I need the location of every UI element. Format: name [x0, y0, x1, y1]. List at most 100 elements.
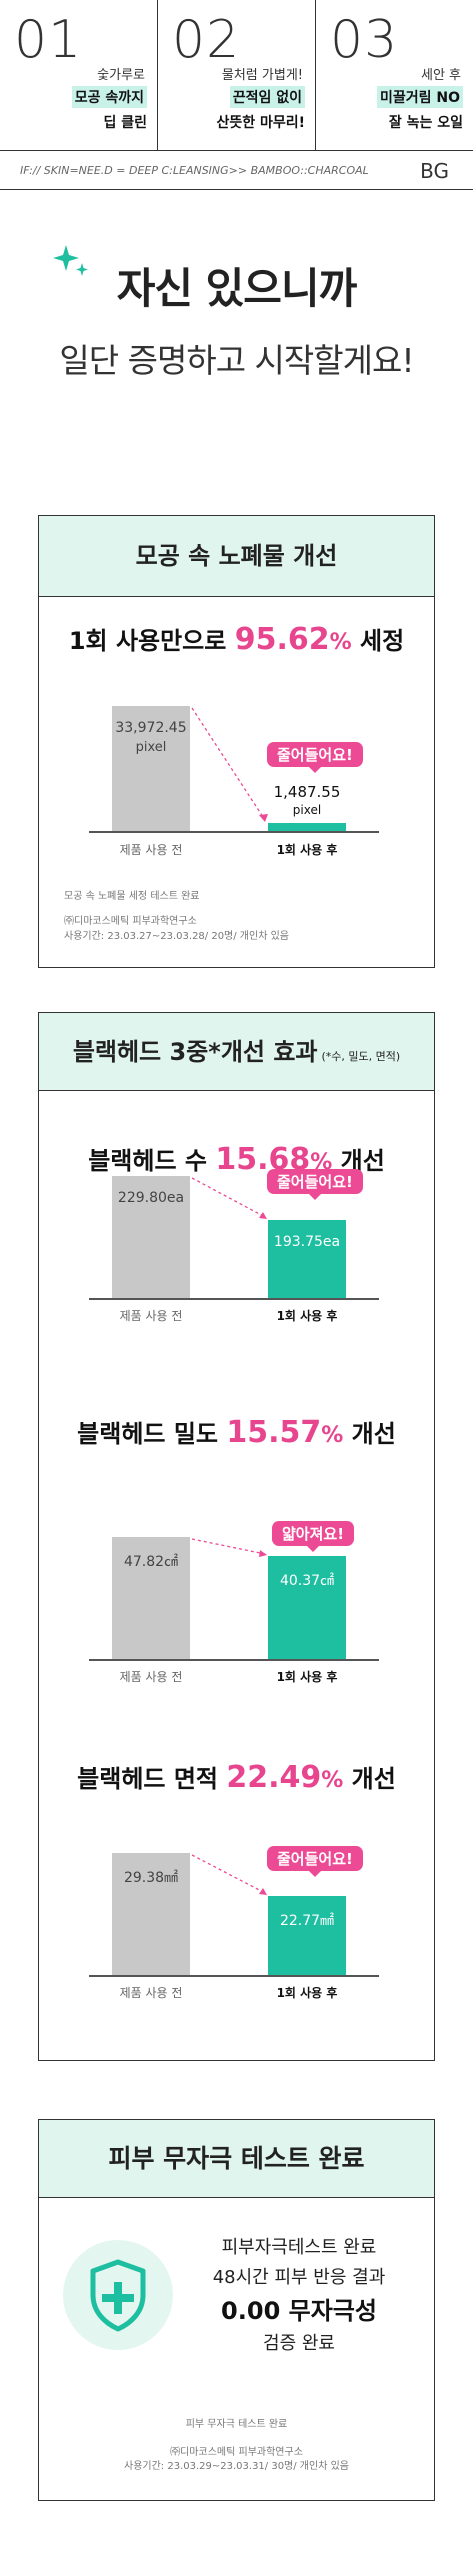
bar-before: 33,972.45 pixel [112, 706, 190, 831]
stat-headline: 1회 사용만으로 95.62% 세정 [39, 621, 434, 657]
test-note-title: 피부 무자극 테스트 완료 [185, 2419, 288, 2430]
skin-irritation-card: 피부 무자극 테스트 완료 피부자극테스트 완료 48시간 피부 반응 결과 0… [38, 2119, 435, 2501]
result-line-2: 48시간 피부 반응 결과 [212, 2267, 386, 2288]
stat-prefix: 1회 사용만으로 [68, 627, 235, 655]
feature-desc: 숯가루로 [97, 68, 145, 83]
feature-01: 01 숯가루로 모공 속까지 딥 클린 [0, 0, 158, 150]
feature-03: 03 세안 후 미끌거림 NO 잘 녹는 오일 [316, 0, 473, 150]
trend-arrow [191, 1854, 267, 1895]
label-after: 1회 사용 후 [276, 843, 338, 857]
hero-title: 자신 있으니까 [116, 264, 357, 313]
card-title: 피부 무자극 테스트 완료 [39, 2120, 434, 2198]
feature-number: 02 [172, 10, 241, 70]
sparkle-icon [53, 245, 88, 276]
feature-number: 03 [330, 10, 399, 70]
stat-percent-unit: % [329, 630, 352, 655]
bar-after-value: 1,487.55 [273, 783, 341, 801]
stat-percent-unit: % [321, 1768, 344, 1793]
formula-text: IF:// SKIN=NEE.D = DEEP C:LEANSING>> BAM… [20, 164, 369, 177]
blackhead-card: 블랙헤드 3중*개선 효과 (*수, 밀도, 면적) 블랙헤드 수 15.68% … [38, 1012, 435, 2061]
test-note-lab: ㈜디마코스메틱 피부과학연구소 [170, 2447, 303, 2458]
hero-subtitle: 일단 증명하고 시작할게요! [59, 341, 414, 380]
feature-highlight: 모공 속까지 [71, 86, 147, 108]
feature-last: 산뜻한 마무리! [216, 115, 305, 131]
card-title-note: (*수, 밀도, 면적) [321, 1050, 401, 1063]
feature-number: 01 [14, 10, 83, 70]
test-note-period: 사용기간: 23.03.27~23.03.28/ 20명/ 개인차 있음 [64, 931, 289, 942]
test-note-title: 모공 속 노폐물 세정 테스트 완료 [64, 891, 200, 902]
stat-percent: 95.62 [234, 622, 330, 657]
feature-highlight: 미끌거림 NO [376, 86, 463, 108]
feature-desc: 세안 후 [420, 68, 461, 83]
hero: 자신 있으니까 일단 증명하고 시작할게요! [0, 245, 473, 382]
stat-prefix: 블랙헤드 면적 [77, 1765, 227, 1793]
label-before: 제품 사용 전 [119, 1986, 183, 2000]
bar-before: 47.82㎠ [112, 1537, 190, 1659]
feature-footer: IF:// SKIN=NEE.D = DEEP C:LEANSING>> BAM… [0, 150, 473, 190]
brand-mark: BG [420, 158, 449, 183]
decrease-badge: 줄어들어요! [267, 1169, 363, 1200]
bar-before-unit: pixel [135, 740, 167, 755]
stat-headline: 블랙헤드 면적 22.49% 개선 [39, 1759, 434, 1795]
shield-plus-icon [90, 2259, 146, 2332]
result-line-3: 0.00 무자극성 [221, 2297, 377, 2325]
stat-percent-unit: % [321, 1423, 344, 1448]
test-note-period: 사용기간: 23.03.29~23.03.31/ 30명/ 개인차 있음 [124, 2461, 349, 2472]
feature-last: 딥 클린 [103, 115, 147, 131]
feature-02: 02 물처럼 가볍게! 끈적임 없이 산뜻한 마무리! [158, 0, 316, 150]
bar-before-value: 229.80ea [117, 1190, 185, 1206]
bar-after: 40.37㎠ [268, 1556, 346, 1659]
bar-after-unit: pixel [292, 803, 322, 817]
trend-arrow [191, 1538, 267, 1557]
feature-desc: 물처럼 가볍게! [221, 68, 303, 83]
feature-highlight: 끈적임 없이 [229, 86, 305, 108]
bar-before-value: 29.38㎟ [123, 1870, 179, 1886]
label-before: 제품 사용 전 [119, 843, 183, 857]
trend-arrow [191, 707, 268, 822]
pore-cleansing-card: 모공 속 노폐물 개선 1회 사용만으로 95.62% 세정 33,972.45… [38, 515, 435, 968]
label-after: 1회 사용 후 [276, 1986, 338, 2000]
stat-suffix: 개선 [343, 1420, 396, 1448]
decrease-badge: 얇아져요! [272, 1521, 355, 1552]
stat-suffix: 세정 [351, 627, 405, 655]
chart-baseline [89, 1975, 379, 1977]
bar-before: 29.38㎟ [112, 1853, 190, 1975]
test-notes: 피부 무자극 테스트 완료 ㈜디마코스메틱 피부과학연구소 사용기간: 23.0… [39, 2418, 434, 2474]
stat-percent: 22.49 [226, 1760, 322, 1795]
stat-prefix: 블랙헤드 밀도 [77, 1420, 227, 1448]
card-title-text: 블랙헤드 3중*개선 효과 [72, 1038, 318, 1066]
decrease-badge: 줄어들어요! [267, 1846, 363, 1877]
irritation-result: 피부자극테스트 완료 48시간 피부 반응 결과 0.00 무자극성 검증 완료 [189, 2233, 409, 2359]
result-line-4: 검증 완료 [263, 2333, 335, 2354]
bar-before-value: 47.82㎠ [123, 1554, 179, 1570]
bar-before-value: 33,972.45 [115, 720, 187, 736]
stat-headline: 블랙헤드 밀도 15.57% 개선 [39, 1414, 434, 1450]
bar-after: 22.77㎟ [268, 1896, 346, 1975]
bar-after-value: 193.75ea [273, 1234, 341, 1250]
chart-baseline [89, 831, 379, 833]
feature-last: 잘 녹는 오일 [388, 115, 463, 131]
stat-percent-unit: % [310, 1150, 333, 1175]
shield-badge [63, 2240, 173, 2350]
trend-arrow [191, 1177, 267, 1219]
bar-before: 229.80ea [112, 1176, 190, 1298]
label-after: 1회 사용 후 [276, 1670, 338, 1684]
chart-baseline [89, 1298, 379, 1300]
result-line-1: 피부자극테스트 완료 [221, 2237, 377, 2258]
bar-after-value: 22.77㎟ [279, 1913, 335, 1929]
stat-prefix: 블랙헤드 수 [88, 1147, 216, 1175]
bar-after: 193.75ea [268, 1220, 346, 1298]
stat-percent: 15.57 [226, 1415, 322, 1450]
bar-after [268, 823, 346, 831]
feature-grid: 01 숯가루로 모공 속까지 딥 클린 02 물처럼 가볍게! 끈적임 없이 산… [0, 0, 473, 190]
bar-after-value: 40.37㎠ [279, 1573, 335, 1589]
label-before: 제품 사용 전 [119, 1670, 183, 1684]
stat-suffix: 개선 [343, 1765, 396, 1793]
chart-baseline [89, 1659, 379, 1661]
decrease-badge: 줄어들어요! [267, 742, 363, 773]
label-after: 1회 사용 후 [276, 1309, 338, 1323]
test-note-lab: ㈜디마코스메틱 피부과학연구소 [64, 916, 197, 927]
card-title: 모공 속 노폐물 개선 [39, 516, 434, 597]
label-before: 제품 사용 전 [119, 1309, 183, 1323]
card-title: 블랙헤드 3중*개선 효과 (*수, 밀도, 면적) [39, 1013, 434, 1091]
